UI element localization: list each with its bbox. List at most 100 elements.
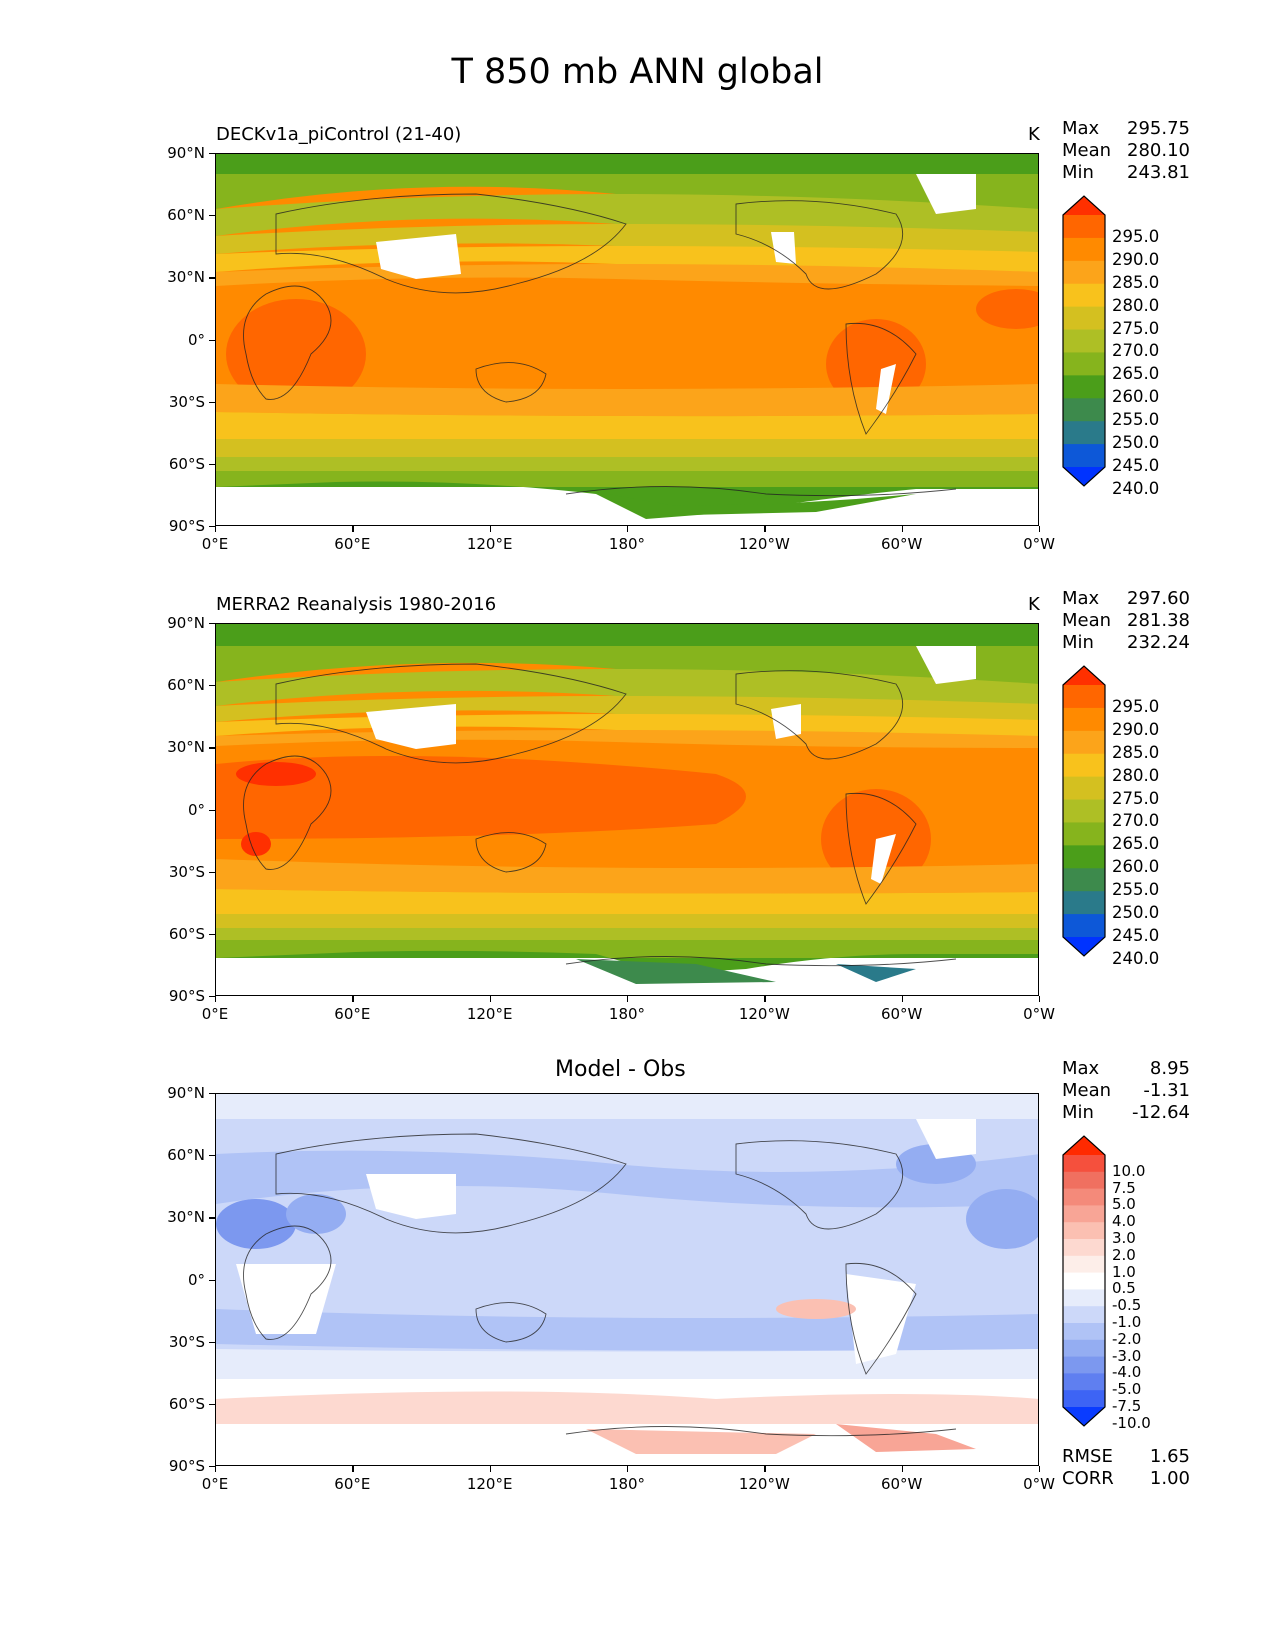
colorbar-tick-label: 4.0 <box>1112 1212 1136 1231</box>
contour-map <box>215 623 1039 996</box>
colorbar-overflow-low <box>1063 467 1105 486</box>
lat-tick <box>209 1279 215 1281</box>
panel-title: DECKv1a_piControl (21-40) <box>216 124 462 145</box>
max-value: 295.75 <box>1127 118 1190 139</box>
colorbar-tick-label: 265.0 <box>1112 364 1160 384</box>
colorbar-segment <box>1063 707 1105 732</box>
colorbar-segment <box>1063 421 1105 445</box>
lat-tick-label: 30°S <box>168 392 205 411</box>
colorbar-segment <box>1063 891 1105 915</box>
colorbar-segment <box>1063 1306 1105 1324</box>
lon-tick-label: 0°E <box>201 1005 229 1023</box>
lon-tick-label: 180° <box>608 535 646 553</box>
colorbar-tick-label: -3.0 <box>1112 1346 1142 1365</box>
lon-tick <box>764 996 766 1002</box>
colorbar-segment <box>1063 914 1105 938</box>
lon-tick-label: 120°E <box>466 1005 513 1023</box>
lon-tick-label: 0°W <box>1023 1475 1055 1493</box>
colorbar-tick-label: -0.5 <box>1112 1296 1142 1315</box>
colorbar-tick-label: 0.5 <box>1112 1279 1136 1298</box>
colorbar-tick-label: 260.0 <box>1112 857 1160 877</box>
colorbar-tick-label: 7.5 <box>1112 1178 1136 1197</box>
colorbar-tick-label: 2.0 <box>1112 1245 1136 1264</box>
min-value: 232.24 <box>1127 632 1190 653</box>
difference-field <box>216 1094 1038 1465</box>
lat-tick <box>209 1217 215 1219</box>
colorbar-segment <box>1063 1188 1105 1206</box>
lon-tick-label: 120°W <box>738 535 790 553</box>
lon-tick <box>215 526 217 532</box>
lat-tick-label: 60°N <box>167 1146 205 1165</box>
colorbar-segment <box>1063 398 1105 422</box>
lat-tick <box>209 933 215 936</box>
colorbar-tick-label: 295.0 <box>1112 696 1160 716</box>
colorbar-tick-label: -2.0 <box>1112 1329 1142 1348</box>
colorbar-tick-label: 3.0 <box>1112 1229 1136 1247</box>
lon-tick <box>489 526 491 532</box>
lon-tick <box>215 1466 217 1472</box>
lat-tick <box>209 747 215 749</box>
colorbar-segment <box>1063 868 1105 892</box>
max-value: 8.95 <box>1149 1058 1190 1079</box>
mean-value: -1.31 <box>1143 1080 1190 1101</box>
lat-tick-label: 30°N <box>167 1208 205 1227</box>
lat-tick-label: 30°S <box>168 862 205 881</box>
mean-label: Mean <box>1062 610 1112 631</box>
colorbar-segment <box>1063 845 1105 869</box>
colorbar-tick-label: 285.0 <box>1112 272 1160 292</box>
colorbar-overflow-high <box>1063 1136 1105 1155</box>
lon-tick-label: 0°E <box>201 1475 229 1493</box>
colorbar-tick-label: 275.0 <box>1112 318 1160 338</box>
rmse-label: RMSE <box>1062 1446 1113 1467</box>
lon-tick <box>1039 526 1041 532</box>
lat-tick <box>209 401 215 403</box>
colorbar-outline <box>1062 1135 1106 1427</box>
lon-tick-label: 180° <box>608 1005 646 1023</box>
lat-tick <box>209 463 215 466</box>
lon-tick-label: 60°W <box>880 1475 923 1493</box>
colorbar-segment <box>1063 1289 1105 1307</box>
lon-tick-label: 60°E <box>334 1475 371 1493</box>
colorbar-segment <box>1063 1339 1105 1358</box>
colorbar-tick-label: 270.0 <box>1112 811 1160 831</box>
lat-tick-label: 30°N <box>167 738 205 757</box>
lon-tick-label: 0°W <box>1023 535 1055 553</box>
colorbar-tick-label: 265.0 <box>1112 834 1160 854</box>
colorbar <box>1062 195 1106 487</box>
lon-tick <box>352 996 354 1002</box>
colorbar-outline <box>1062 195 1106 487</box>
colorbar-tick-label: -10.0 <box>1112 1413 1151 1432</box>
lon-tick <box>627 526 629 532</box>
colorbar-tick-label: 280.0 <box>1112 295 1160 315</box>
colorbar-tick-label: -1.0 <box>1112 1313 1142 1331</box>
lon-tick-label: 60°E <box>334 1005 371 1023</box>
lat-tick <box>209 685 215 687</box>
lon-tick <box>901 996 903 1002</box>
min-label: Min <box>1062 162 1094 183</box>
lon-tick <box>627 1466 629 1472</box>
colorbar-segment <box>1063 1323 1105 1341</box>
lat-tick <box>209 1155 215 1157</box>
colorbar-segment <box>1063 375 1105 399</box>
lat-tick <box>209 871 215 873</box>
colorbar-tick-label: 240.0 <box>1112 478 1160 498</box>
colorbar-segment <box>1063 1356 1105 1374</box>
lon-tick <box>901 526 903 532</box>
colorbar-tick-label: 250.0 <box>1112 903 1160 923</box>
lon-tick <box>1039 1466 1041 1472</box>
colorbar-segment <box>1063 1272 1105 1290</box>
colorbar-tick-label: 255.0 <box>1112 410 1160 430</box>
colorbar-tick-label: 10.0 <box>1112 1161 1146 1180</box>
colorbar-tick-label: 290.0 <box>1112 719 1160 739</box>
max-label: Max <box>1062 1058 1100 1079</box>
colorbar-tick-label: 1.0 <box>1112 1262 1136 1281</box>
lat-tick-label: 90°S <box>168 987 205 1005</box>
lat-tick <box>209 996 215 998</box>
corr-value: 1.00 <box>1149 1468 1190 1489</box>
colorbar-tick-label: 260.0 <box>1112 387 1160 407</box>
colorbar-tick-label: 5.0 <box>1112 1195 1136 1214</box>
mean-label: Mean <box>1062 140 1112 161</box>
lat-tick-label: 90°N <box>167 1084 205 1102</box>
lat-tick-label: 90°S <box>168 517 205 535</box>
colorbar-segment <box>1063 1155 1105 1173</box>
